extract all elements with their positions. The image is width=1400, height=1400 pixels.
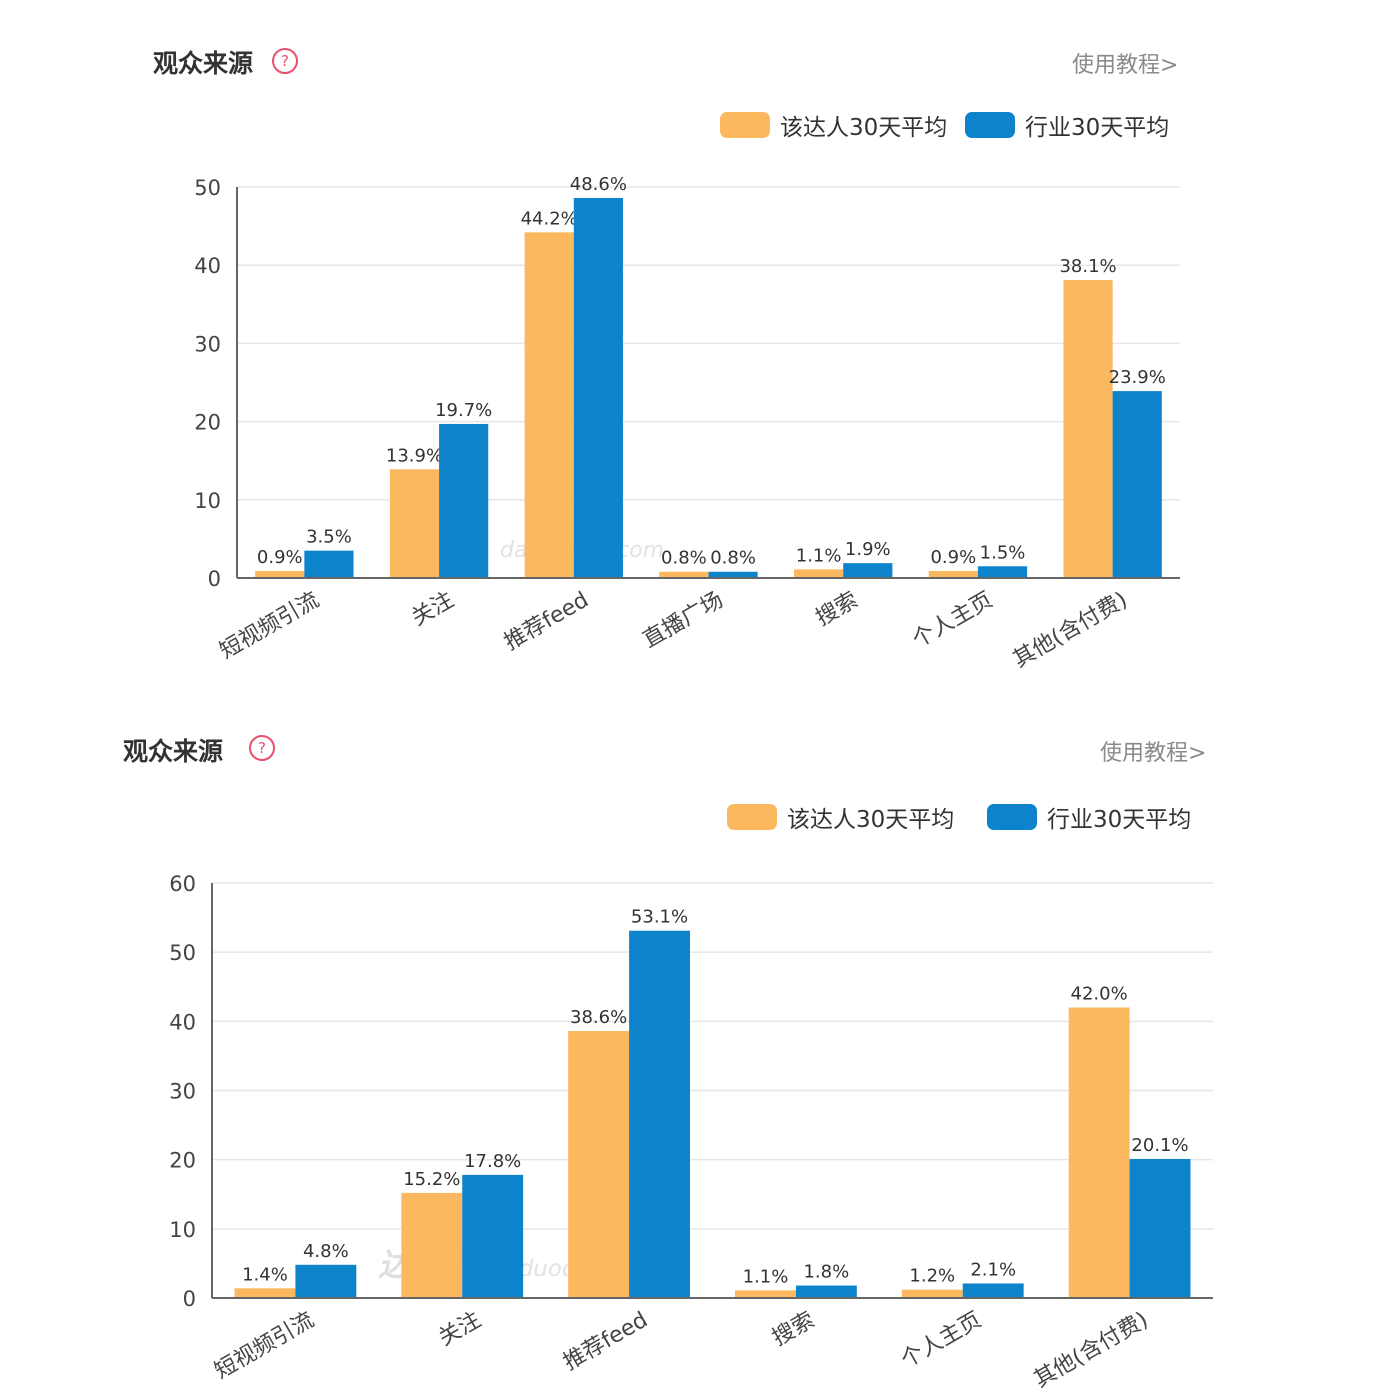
legend-item-industry[interactable]: 行业30天平均	[965, 108, 1169, 142]
help-icon[interactable]: ?	[249, 735, 275, 761]
x-category-label: 其他(含付费)	[1030, 1308, 1153, 1393]
data-label: 2.1%	[970, 1259, 1016, 1280]
bar-talent[interactable]	[735, 1290, 796, 1298]
legend-swatch-industry	[987, 804, 1037, 830]
y-tick-label: 20	[194, 411, 221, 435]
panel-title: 观众来源	[153, 49, 254, 78]
bar-talent[interactable]	[1063, 280, 1113, 578]
tutorial-link[interactable]: 使用教程>	[1072, 53, 1179, 78]
bar-industry[interactable]	[1129, 1158, 1191, 1298]
y-tick-label: 40	[169, 1010, 196, 1034]
panel-title: 观众来源	[123, 737, 224, 766]
y-tick-label: 20	[169, 1149, 196, 1173]
data-label: 0.8%	[661, 548, 707, 569]
bar-industry[interactable]	[843, 563, 893, 578]
x-category-label: 推荐feed	[559, 1308, 652, 1376]
bar-industry[interactable]	[708, 571, 758, 578]
data-label: 20.1%	[1131, 1135, 1188, 1156]
legend-label-talent: 该达人30天平均	[780, 115, 948, 141]
bar-industry[interactable]	[795, 1285, 857, 1298]
data-label: 23.9%	[1109, 367, 1166, 388]
bar-talent[interactable]	[659, 571, 709, 578]
legend-swatch-industry	[965, 112, 1015, 138]
bar-talent[interactable]	[234, 1288, 296, 1298]
x-category-label: 搜索	[768, 1308, 819, 1352]
bar-talent[interactable]	[568, 1031, 630, 1298]
bar-talent[interactable]	[794, 569, 844, 578]
data-label: 44.2%	[521, 208, 578, 229]
bar-industry[interactable]	[977, 566, 1028, 578]
data-label: 0.9%	[930, 547, 976, 568]
data-label: 0.8%	[710, 548, 756, 569]
bar-chart-1: 01020304050达多多daduoduo.com0.9%3.5%短视频引流1…	[194, 174, 1180, 673]
x-category-label: 短视频引流	[211, 1308, 319, 1385]
data-label: 42.0%	[1071, 984, 1128, 1005]
x-category-label: 关注	[435, 1308, 486, 1352]
data-label: 0.9%	[257, 547, 303, 568]
legend-item-talent[interactable]: 该达人30天平均	[720, 108, 947, 142]
legend-swatch-talent	[727, 804, 777, 830]
y-tick-label: 30	[169, 1080, 196, 1104]
y-tick-label: 50	[169, 941, 196, 965]
tutorial-link[interactable]: 使用教程>	[1100, 741, 1207, 766]
data-label: 17.8%	[464, 1151, 521, 1172]
data-label: 15.2%	[403, 1169, 460, 1190]
data-label: 1.2%	[909, 1266, 955, 1287]
data-label: 3.5%	[306, 527, 352, 548]
data-label: 38.1%	[1059, 256, 1116, 277]
bar-industry[interactable]	[295, 1264, 357, 1298]
legend-swatch-talent	[720, 112, 770, 138]
legend-item-industry[interactable]: 行业30天平均	[987, 800, 1191, 834]
bar-talent[interactable]	[255, 570, 305, 578]
bar-talent[interactable]	[1068, 1007, 1130, 1299]
bar-talent[interactable]	[389, 469, 440, 578]
y-tick-label: 40	[194, 254, 221, 278]
data-label: 38.6%	[570, 1007, 627, 1028]
data-label: 19.7%	[435, 400, 492, 421]
y-tick-label: 0	[183, 1287, 196, 1311]
bar-industry[interactable]	[629, 930, 690, 1298]
legend-label-industry: 行业30天平均	[1047, 807, 1192, 833]
legend-label-industry: 行业30天平均	[1025, 115, 1170, 141]
data-label: 1.4%	[242, 1264, 288, 1285]
data-label: 4.8%	[303, 1241, 349, 1262]
data-label: 1.9%	[845, 539, 891, 560]
x-category-label: 个人主页	[897, 1308, 986, 1374]
bar-talent[interactable]	[928, 570, 978, 578]
data-label: 1.8%	[803, 1262, 849, 1283]
bar-industry[interactable]	[462, 1174, 524, 1298]
data-label: 13.9%	[386, 445, 443, 466]
bar-industry[interactable]	[304, 550, 354, 578]
bar-industry[interactable]	[962, 1283, 1024, 1298]
data-label: 1.1%	[743, 1266, 789, 1287]
y-tick-label: 10	[169, 1218, 196, 1242]
bar-industry[interactable]	[439, 423, 489, 578]
bar-industry[interactable]	[573, 197, 623, 578]
data-label: 1.1%	[796, 545, 842, 566]
legend-label-talent: 该达人30天平均	[787, 807, 955, 833]
bar-talent[interactable]	[901, 1289, 963, 1298]
bar-talent[interactable]	[524, 232, 574, 578]
y-tick-label: 0	[208, 567, 221, 591]
bar-talent[interactable]	[401, 1192, 463, 1298]
y-tick-label: 30	[194, 332, 221, 356]
y-tick-label: 10	[194, 489, 221, 513]
legend-item-talent[interactable]: 该达人30天平均	[727, 800, 954, 834]
y-tick-label: 50	[194, 176, 221, 200]
data-label: 48.6%	[570, 174, 627, 195]
data-label: 1.5%	[980, 542, 1026, 563]
bar-industry[interactable]	[1112, 391, 1162, 578]
help-icon[interactable]: ?	[272, 48, 298, 74]
data-label: 53.1%	[631, 907, 688, 928]
y-tick-label: 60	[169, 872, 196, 896]
